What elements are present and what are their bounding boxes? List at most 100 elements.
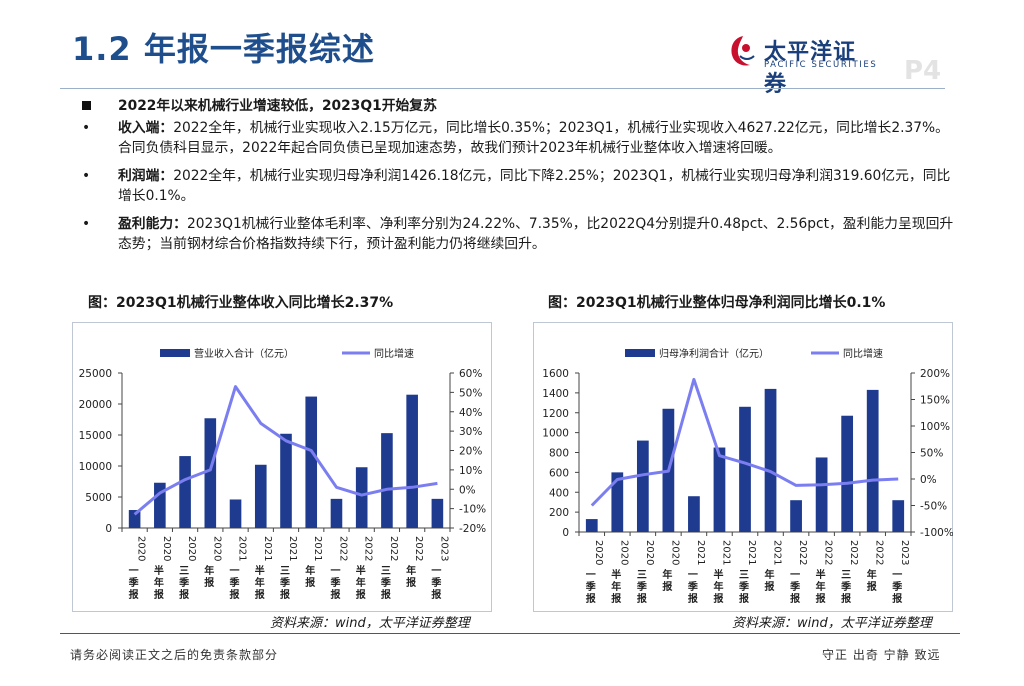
x-tick-label: 2022 xyxy=(823,540,834,565)
left-tick-label: 20000 xyxy=(79,399,112,411)
x-tick-label-sub: 报 xyxy=(739,592,749,605)
left-tick-label: 25000 xyxy=(79,368,112,380)
left-tick-label: 10000 xyxy=(79,461,112,473)
x-tick-label: 2023 xyxy=(899,540,910,565)
right-tick-label: -100% xyxy=(920,527,953,539)
x-tick-label-sub: 报 xyxy=(586,592,596,605)
x-tick-label-sub: 报 xyxy=(841,592,851,605)
bullet-text: 2023Q1机械行业整体毛利率、净利率分别为24.22%、7.35%，比2022… xyxy=(118,216,954,252)
x-tick-label-sub: 一 xyxy=(790,570,800,581)
summary-section: 2022年以来机械行业增速较低，2023Q1开始复苏 • 收入端：2022全年，… xyxy=(82,96,962,262)
x-tick-label-sub: 半 xyxy=(611,568,621,581)
x-tick-label-sub: 季 xyxy=(329,576,341,589)
x-tick-label-sub: 报 xyxy=(255,588,265,601)
x-tick-label-sub: 报 xyxy=(154,588,164,601)
bar xyxy=(229,499,242,528)
x-tick-label-sub: 报 xyxy=(129,588,139,601)
right-tick-label: 50% xyxy=(459,387,482,399)
x-tick-label: 2021 xyxy=(312,536,323,561)
bar xyxy=(739,406,751,532)
chart-title-revenue: 图：2023Q1机械行业整体收入同比增长2.37% xyxy=(88,295,394,311)
left-tick-label: 400 xyxy=(549,487,569,499)
x-tick-label-sub: 报 xyxy=(892,592,902,605)
x-tick-label-sub: 报 xyxy=(867,580,877,593)
x-tick-label: 2020 xyxy=(669,540,680,565)
x-tick-label-sub: 报 xyxy=(330,588,340,601)
x-tick-label-sub: 一 xyxy=(129,566,139,577)
bar xyxy=(179,456,191,528)
bar xyxy=(381,433,393,528)
x-tick-label-sub: 一 xyxy=(330,566,340,577)
x-tick-label-sub: 三 xyxy=(637,569,647,581)
bar xyxy=(764,388,777,532)
x-tick-label: 2020 xyxy=(593,540,604,565)
x-tick-label-sub: 报 xyxy=(230,588,240,601)
x-tick-label-sub: 三 xyxy=(179,565,189,577)
bar xyxy=(815,457,828,532)
page-number: P4 xyxy=(904,56,942,86)
x-tick-label-sub: 年 xyxy=(406,564,416,577)
x-tick-label-sub: 年 xyxy=(255,576,265,589)
bullet-dot: • xyxy=(82,168,91,184)
x-tick-label-sub: 半 xyxy=(816,568,826,581)
right-tick-label: 0% xyxy=(459,484,476,496)
x-tick-label-sub: 年 xyxy=(662,568,672,581)
left-tick-label: 1000 xyxy=(542,428,569,440)
bar xyxy=(585,519,598,532)
bar xyxy=(204,418,217,528)
right-tick-label: -20% xyxy=(459,523,486,535)
x-tick-label-sub: 季 xyxy=(279,576,291,589)
right-tick-label: 20% xyxy=(459,446,482,458)
chart-frame xyxy=(533,322,953,612)
x-tick-label-sub: 报 xyxy=(688,592,698,605)
bar xyxy=(636,440,649,532)
x-tick-label-sub: 一 xyxy=(586,570,596,581)
left-tick-label: 1200 xyxy=(542,408,569,420)
legend-line-label: 同比增速 xyxy=(843,347,883,360)
x-tick-label-sub: 年 xyxy=(305,564,315,577)
bar xyxy=(688,496,700,532)
x-tick-label-sub: 半 xyxy=(356,564,366,577)
right-tick-label: 50% xyxy=(920,448,943,460)
x-tick-label-sub: 季 xyxy=(687,580,699,593)
x-tick-label: 2020 xyxy=(644,540,655,565)
left-tick-label: 0 xyxy=(105,523,112,535)
x-tick-label-sub: 季 xyxy=(891,580,903,593)
x-tick-label-sub: 报 xyxy=(280,588,290,601)
legend-bar-swatch xyxy=(160,349,190,357)
x-tick-label-sub: 报 xyxy=(816,592,826,605)
x-tick-label-sub: 季 xyxy=(128,576,140,589)
right-tick-label: 60% xyxy=(459,368,482,380)
bar xyxy=(128,510,141,528)
x-tick-label-sub: 年 xyxy=(867,568,877,581)
bar xyxy=(330,498,343,528)
bullet-label: 利润端： xyxy=(118,168,174,184)
footer-divider xyxy=(60,633,960,634)
x-tick-label-sub: 年 xyxy=(713,580,723,593)
x-tick-label-sub: 季 xyxy=(840,580,852,593)
bullet-dot: • xyxy=(82,120,91,136)
summary-headline: 2022年以来机械行业增速较低，2023Q1开始复苏 xyxy=(82,96,962,116)
x-tick-label-sub: 三 xyxy=(739,569,749,581)
x-tick-label: 2021 xyxy=(746,540,757,565)
right-tick-label: 150% xyxy=(920,395,950,407)
bar xyxy=(713,447,726,532)
bar xyxy=(611,472,624,532)
x-tick-label: 2022 xyxy=(413,536,424,561)
logo-cn-text: 太平洋证券 xyxy=(764,40,857,97)
x-tick-label-sub: 半 xyxy=(154,564,164,577)
logo-mark-icon xyxy=(731,36,755,66)
x-tick-label-sub: 一 xyxy=(230,566,240,577)
header-divider xyxy=(60,88,945,89)
x-tick-label-sub: 季 xyxy=(229,576,241,589)
right-tick-label: 200% xyxy=(920,368,950,380)
x-tick-label: 2020 xyxy=(136,536,147,561)
x-tick-label-sub: 报 xyxy=(662,580,672,593)
x-tick-label-sub: 三 xyxy=(841,569,851,581)
right-tick-label: 100% xyxy=(920,421,950,433)
left-tick-label: 200 xyxy=(549,507,569,519)
x-tick-label: 2022 xyxy=(337,536,348,561)
bar xyxy=(305,396,318,528)
square-bullet-icon xyxy=(82,101,91,110)
x-tick-label-sub: 报 xyxy=(406,576,416,589)
